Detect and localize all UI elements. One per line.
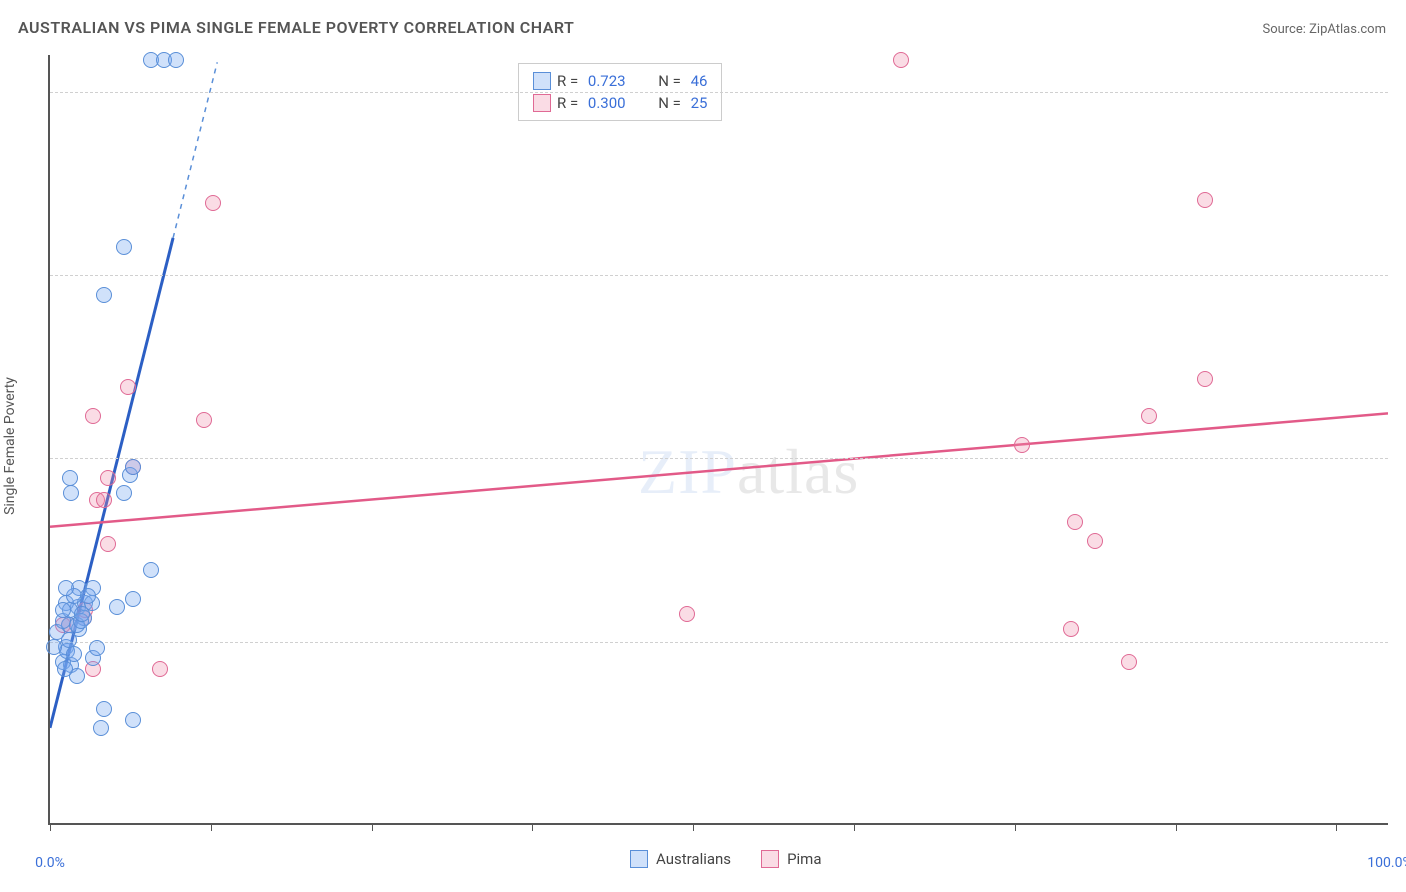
series-legend-label: Australians — [656, 850, 731, 868]
australians-marker — [80, 588, 96, 604]
pima-marker — [1197, 371, 1213, 387]
y-axis-label: Single Female Poverty — [2, 377, 18, 515]
correlation-legend-row: R = 0.300 N = 25 — [533, 92, 707, 114]
x-tick — [1015, 823, 1016, 831]
x-tick — [1336, 823, 1337, 831]
x-tick — [532, 823, 533, 831]
chart-title: AUSTRALIAN VS PIMA SINGLE FEMALE POVERTY… — [18, 18, 574, 37]
gridline-h — [50, 642, 1388, 643]
legend-r-value: 0.300 — [584, 94, 634, 112]
gridline-h — [50, 458, 1388, 459]
pima-marker — [120, 379, 136, 395]
australians-marker — [89, 640, 105, 656]
legend-n-value: 25 — [687, 94, 708, 112]
australians-marker — [125, 591, 141, 607]
pima-marker — [96, 492, 112, 508]
pima-marker — [1067, 514, 1083, 530]
australians-marker — [46, 639, 62, 655]
australians-marker — [61, 632, 77, 648]
pima-marker — [205, 195, 221, 211]
australians-marker — [109, 599, 125, 615]
legend-r-label: R = — [557, 72, 578, 90]
pima-marker — [1087, 533, 1103, 549]
plot-area: ZIPatlas R = 0.723N = 46R = 0.300N = 25 … — [48, 55, 1388, 825]
x-tick — [372, 823, 373, 831]
y-tick-label: 50.0% — [1396, 450, 1406, 466]
x-tick — [854, 823, 855, 831]
legend-r-value: 0.723 — [584, 72, 634, 90]
australians-marker — [116, 239, 132, 255]
pima-marker — [85, 408, 101, 424]
australians-marker — [62, 470, 78, 486]
pima-marker — [1141, 408, 1157, 424]
series-legend-item: Australians — [630, 850, 731, 868]
legend-swatch — [533, 72, 551, 90]
australians-marker — [66, 646, 82, 662]
australians-marker — [116, 485, 132, 501]
legend-swatch — [533, 94, 551, 112]
australians-marker — [125, 712, 141, 728]
y-tick-label: 100.0% — [1396, 84, 1406, 100]
watermark: ZIPatlas — [638, 435, 859, 509]
trend-lines-svg — [50, 55, 1388, 823]
x-tick-label: 0.0% — [35, 855, 65, 871]
australians-marker — [143, 562, 159, 578]
correlation-legend-row: R = 0.723 N = 46 — [533, 70, 707, 92]
pima-marker — [1063, 621, 1079, 637]
x-tick — [211, 823, 212, 831]
legend-n-label: N = — [658, 72, 681, 90]
legend-n-value: 46 — [687, 72, 708, 90]
y-tick-label: 75.0% — [1396, 267, 1406, 283]
x-tick — [693, 823, 694, 831]
australians-marker — [58, 580, 74, 596]
legend-swatch — [630, 850, 648, 868]
australians-marker — [74, 606, 90, 622]
australians-marker — [96, 287, 112, 303]
x-tick — [1176, 823, 1177, 831]
pima-marker — [893, 52, 909, 68]
watermark-zip: ZIP — [638, 436, 737, 507]
x-tick-label: 100.0% — [1367, 855, 1406, 871]
chart-container: AUSTRALIAN VS PIMA SINGLE FEMALE POVERTY… — [0, 0, 1406, 892]
australians-marker — [93, 720, 109, 736]
series-legend: Australians Pima — [630, 850, 822, 868]
x-tick — [50, 823, 51, 831]
pima-marker — [100, 536, 116, 552]
source-attribution: Source: ZipAtlas.com — [1262, 22, 1386, 37]
pima-marker — [1121, 654, 1137, 670]
legend-r-label: R = — [557, 94, 578, 112]
pima-marker — [1197, 192, 1213, 208]
gridline-h — [50, 92, 1388, 93]
plot-outer: ZIPatlas R = 0.723N = 46R = 0.300N = 25 … — [48, 55, 1388, 825]
pima-marker — [100, 470, 116, 486]
series-legend-item: Pima — [761, 850, 821, 868]
gridline-h — [50, 275, 1388, 276]
australians-marker — [125, 459, 141, 475]
australians-marker — [168, 52, 184, 68]
watermark-atlas: atlas — [737, 436, 859, 507]
australians-marker — [55, 602, 71, 618]
pima-marker — [196, 412, 212, 428]
series-legend-label: Pima — [787, 850, 821, 868]
australians-marker — [96, 701, 112, 717]
australians-marker — [63, 485, 79, 501]
y-tick-label: 25.0% — [1396, 634, 1406, 650]
pima-marker — [152, 661, 168, 677]
australians-marker — [57, 661, 73, 677]
pima-marker — [679, 606, 695, 622]
legend-n-label: N = — [658, 94, 681, 112]
pima-marker — [1014, 437, 1030, 453]
legend-swatch — [761, 850, 779, 868]
